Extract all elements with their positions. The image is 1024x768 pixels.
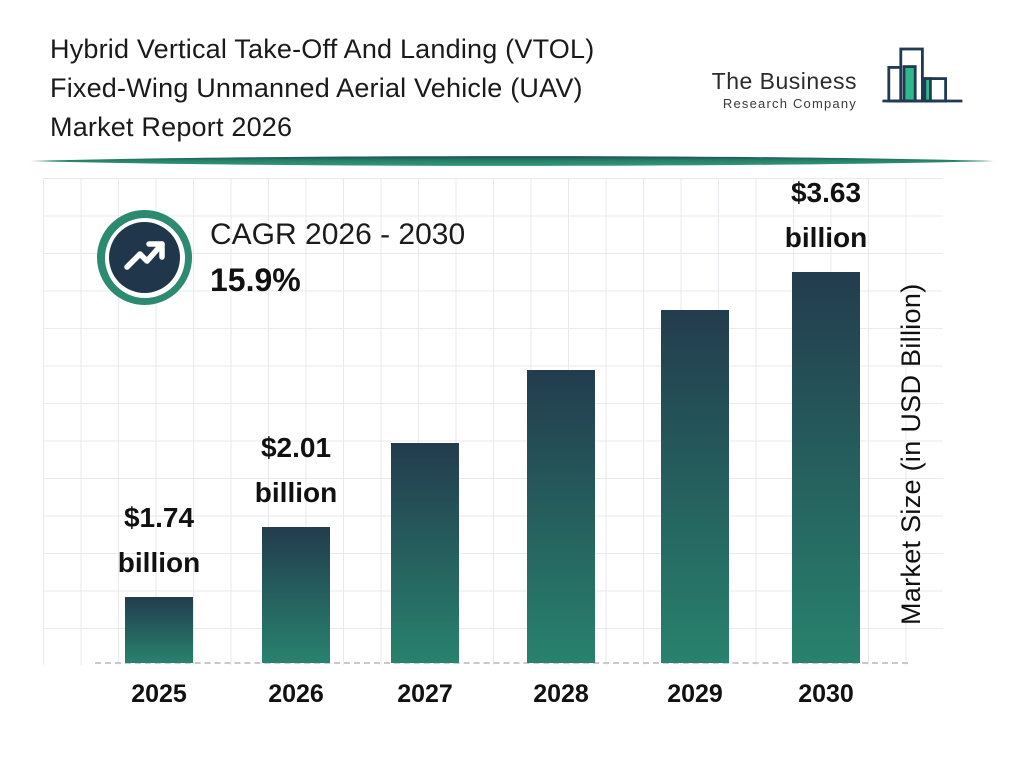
company-subname: Research Company [722,96,857,111]
value-label-2030: $3.63 billion [784,177,868,253]
x-axis-label-2028: 2028 [533,680,589,708]
page-title-line-1: Hybrid Vertical Take-Off And Landing (VT… [50,34,595,64]
company-logo-text: The Business Research Company [712,68,857,111]
trend-up-icon [121,231,169,284]
company-name: The Business [711,68,857,94]
x-axis-label-2027: 2027 [397,680,453,708]
x-axis-label-2029: 2029 [667,680,723,708]
value-label-2025: $1.74 billion [117,502,201,578]
value-label-2026: $2.01 billion [254,432,338,508]
divider-swoosh [28,153,996,169]
bar-2029 [661,310,729,663]
cagr-badge [97,210,192,305]
x-axis-label-2030: 2030 [798,680,854,708]
page-title-line-3: Market Report 2026 [50,112,293,142]
bar-2028 [527,370,595,663]
y-axis-label: Market Size (in USD Billion) [896,283,926,626]
page-title-line-2: Fixed-Wing Unmanned Aerial Vehicle (UAV) [50,73,583,103]
bar-2030 [792,272,860,663]
page-title: Hybrid Vertical Take-Off And Landing (VT… [50,30,594,147]
cagr-period-label: CAGR 2026 - 2030 [210,218,466,251]
bar-2025 [125,597,193,663]
x-axis-label-2026: 2026 [268,680,324,708]
bar-chart-logo-icon [860,38,964,121]
bar-2026 [262,527,330,663]
chart-baseline [95,662,908,664]
bar-2027 [391,443,459,663]
cagr-badge-ring [104,217,185,298]
company-logo: The Business Research Company [712,38,964,121]
x-axis-label-2025: 2025 [131,680,187,708]
cagr-badge-circle [109,222,180,293]
cagr-value: 15.9% [210,262,301,298]
